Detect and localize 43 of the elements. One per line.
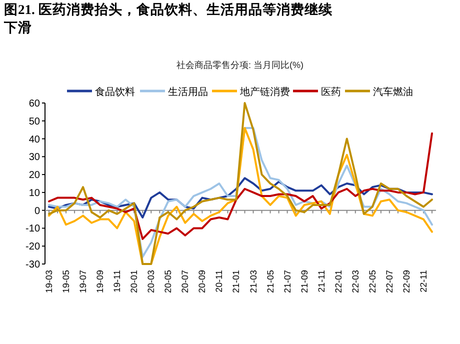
line-series: [48, 102, 433, 265]
y-tick-label: -30: [26, 260, 40, 270]
x-tick-label: 21-07: [282, 270, 292, 294]
y-tick-label: -10: [26, 224, 40, 235]
y-tick-label: 0: [34, 206, 40, 217]
x-tick-label: 19-03: [44, 270, 54, 294]
x-tick-label: 22-03: [350, 270, 360, 294]
legend-label: 食品饮料: [95, 86, 135, 98]
y-tick-label: 30: [28, 152, 40, 164]
x-tick-label: 20-11: [214, 270, 224, 292]
x-tick-label: 20-07: [180, 270, 190, 294]
legend-label: 医药: [321, 86, 341, 98]
x-tick-label: 19-09: [95, 270, 106, 294]
legend-label: 生活用品: [168, 86, 208, 98]
legend-label: 汽车燃油: [373, 86, 413, 98]
y-tick-label: -20: [26, 242, 40, 253]
x-tick-label: 21-11: [316, 270, 326, 292]
y-tick-label: 50: [28, 116, 40, 128]
y-tick-label: 60: [28, 98, 40, 110]
x-tick-label: 19-11: [112, 270, 122, 292]
chart-subtitle: 社会商品零售分项: 当月同比(%): [176, 60, 304, 70]
x-tick-label: 20-01: [129, 270, 140, 294]
line-series: [48, 132, 433, 240]
y-tick-label: 20: [28, 170, 40, 182]
x-tick-label: 21-09: [299, 270, 310, 294]
x-tick-label: 22-11: [418, 270, 428, 292]
x-tick-label: 22-01: [333, 270, 344, 294]
x-tick-label: 20-03: [146, 270, 156, 294]
legend-label: 地产链消费: [239, 86, 290, 98]
x-tick-label: 21-05: [265, 270, 276, 294]
x-tick-label: 20-09: [197, 270, 208, 294]
x-tick-label: 21-03: [248, 270, 258, 294]
y-tick-label: 40: [28, 134, 40, 146]
y-tick-label: 10: [28, 188, 40, 199]
x-tick-label: 21-01: [231, 270, 242, 294]
x-tick-label: 19-05: [61, 270, 72, 294]
x-tick-label: 19-07: [78, 270, 88, 294]
x-tick-label: 22-05: [367, 270, 378, 294]
x-tick-label: 22-07: [384, 270, 394, 294]
line-series: [48, 177, 433, 218]
x-tick-label: 20-05: [163, 270, 174, 294]
x-tick-label: 22-09: [401, 270, 412, 294]
chart-title: 图21. 医药消费抬头，食品饮料、生活用品等消费继续下滑: [3, 2, 334, 35]
